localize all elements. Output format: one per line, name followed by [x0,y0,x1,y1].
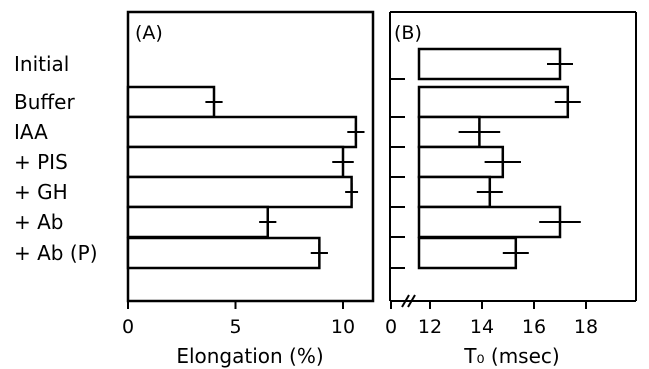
category-label-pis: + PIS [14,150,68,174]
x-axis-title-a: Elongation (%) [176,344,323,368]
category-label-initial: Initial [14,52,69,76]
bar-b-buffer [417,85,570,119]
tick-label-b-1: 12 [418,316,442,338]
bar-a-gh [126,175,353,209]
tick-label-b-3: 16 [522,316,546,338]
category-labels: Initial Buffer IAA + PIS + GH + Ab + Ab (P) [14,52,98,265]
bar-b-ab [417,205,562,239]
bar-a-ab-p [126,236,321,270]
bar-a-ab [126,205,269,239]
panel-b-label: (B) [394,22,422,44]
tick-label-a-1: 5 [229,316,241,338]
bar-a-iaa [126,115,358,149]
tick-label-b-0: 0 [385,316,397,338]
axis-break-mark-2 [407,294,416,308]
category-label-buffer: Buffer [14,90,75,114]
axis-break-mark-1 [401,294,410,308]
panel-a-label: (A) [135,22,163,44]
bar-a-buffer [126,85,216,119]
category-label-ab-p: + Ab (P) [14,241,98,265]
panel-a: (A) 0 5 10 Elongation (%) [122,10,375,368]
category-label-gh: + GH [14,180,68,204]
tick-label-b-2: 14 [470,316,494,338]
bar-b-initial [417,47,562,81]
bar-b-ab-p [417,236,518,270]
tick-label-a-0: 0 [122,316,134,338]
category-label-ab: + Ab [14,210,64,234]
bar-a-pis [126,145,345,179]
x-axis-title-b: T₀ (msec) [463,344,559,368]
category-label-iaa: IAA [14,120,48,144]
tick-label-b-4: 18 [574,316,598,338]
tick-label-a-2: 10 [331,316,355,338]
panel-b: (B) 0 12 14 16 18 T₀ (msec) [385,11,637,368]
